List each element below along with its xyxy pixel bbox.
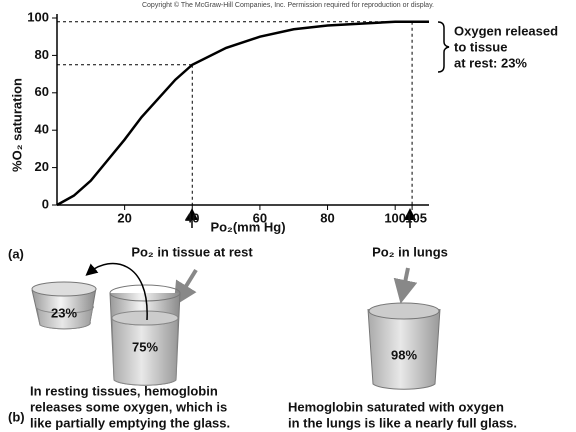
x-tick-label: 105 xyxy=(405,210,427,225)
annotation: Oxygen released xyxy=(454,23,558,38)
arrow xyxy=(393,267,418,304)
y-tick-label: 40 xyxy=(35,122,49,137)
y-tick-label: 0 xyxy=(42,196,49,211)
y-tick-label: 100 xyxy=(27,9,49,24)
curve xyxy=(56,20,429,207)
annotation: to tissue xyxy=(454,39,507,54)
pointer-label: Po₂ in lungs xyxy=(372,244,448,259)
arrow xyxy=(173,268,198,307)
pointer-label: Po₂ in tissue at rest xyxy=(131,244,253,259)
y-tick-label: 20 xyxy=(35,159,49,174)
x-tick-label: 20 xyxy=(117,210,131,225)
caption: Hemoglobin saturated with oxygen xyxy=(288,399,504,414)
glass-label: 75% xyxy=(132,339,158,354)
y-axis-label: %O₂ saturation xyxy=(9,78,24,172)
y-tick-label: 60 xyxy=(35,84,49,99)
glass-label: 23% xyxy=(51,305,77,320)
glass xyxy=(31,281,97,330)
caption: in the lungs is like a nearly full glass… xyxy=(288,415,517,430)
bracket xyxy=(437,21,450,73)
copyright: Copyright © The McGraw-Hill Companies, I… xyxy=(142,1,434,9)
arrow xyxy=(85,262,148,321)
caption: In resting tissues, hemoglobin xyxy=(30,383,218,398)
glass xyxy=(109,284,181,386)
caption: releases some oxygen, which is xyxy=(30,399,227,414)
glass-label: 98% xyxy=(391,347,417,362)
annotation: at rest: 23% xyxy=(454,55,527,70)
panel-label: (b) xyxy=(8,409,25,424)
x-tick-label: 100 xyxy=(384,210,406,225)
x-tick-label: 40 xyxy=(185,210,199,225)
glass xyxy=(367,302,441,390)
caption: like partially emptying the glass. xyxy=(30,415,230,430)
x-axis-label: Po₂(mm Hg) xyxy=(210,219,285,234)
y-tick-label: 80 xyxy=(35,47,49,62)
panel-label: (a) xyxy=(8,246,24,261)
x-tick-label: 60 xyxy=(253,210,267,225)
x-tick-label: 80 xyxy=(320,210,334,225)
